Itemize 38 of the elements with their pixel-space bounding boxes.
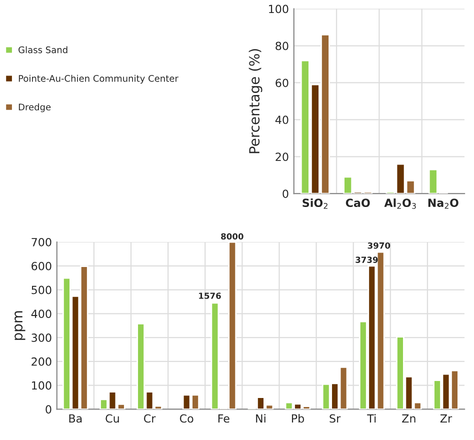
legend-label: Pointe-Au-Chien Community Center: [18, 74, 178, 84]
y-tick-label: 200: [32, 357, 52, 366]
x-tick-label: Pb: [292, 414, 304, 423]
y-tick-label: 40: [275, 116, 288, 124]
annotation: 3739: [356, 256, 378, 263]
y-tick-label: 100: [32, 381, 52, 390]
y-tick-label: 20: [276, 152, 288, 162]
x-tick-label: Zr: [440, 414, 452, 423]
y-tick-label: 500: [32, 286, 52, 294]
x-tick-label: CaO: [346, 198, 370, 208]
x-tick-label: SiO$_{2}$: [302, 198, 328, 209]
x-tick-label: Na$_{2}$O: [428, 198, 458, 209]
legend-label: Dredge: [18, 103, 51, 112]
x-tick-label: Ti: [367, 414, 376, 423]
y-tick-label: 0: [282, 190, 288, 198]
y-axis-title: ppm: [14, 311, 26, 340]
y-tick-label: 0: [46, 405, 52, 414]
x-tick-label: Ba: [69, 414, 82, 423]
x-tick-label: Co: [180, 414, 194, 423]
y-axis-title: Percentage (%): [248, 49, 262, 154]
text: 8000: [221, 233, 244, 240]
y-tick-label: 60: [276, 78, 288, 88]
y-tick-label: 600: [32, 262, 52, 270]
x-tick-label: Cu: [106, 414, 119, 423]
x-tick-label: Sr: [330, 414, 341, 423]
y-tick-label: 400: [31, 310, 52, 318]
x-tick-label: Fe: [218, 414, 230, 423]
legend-label: Glass Sand: [18, 46, 68, 54]
x-tick-label: Zn: [402, 414, 416, 423]
x-tick-label: Cr: [144, 414, 156, 423]
annotation: 3970: [368, 242, 390, 249]
x-tick-label: Ni: [256, 414, 266, 423]
x-tick-label: Al$_{2}$O$_{3}$: [384, 198, 416, 209]
y-tick-label: 100: [269, 4, 288, 14]
y-tick-label: 300: [32, 334, 52, 342]
y-tick-label: 700: [32, 238, 52, 246]
annotation: 1576: [199, 292, 221, 299]
y-tick-label: 80: [276, 42, 288, 50]
